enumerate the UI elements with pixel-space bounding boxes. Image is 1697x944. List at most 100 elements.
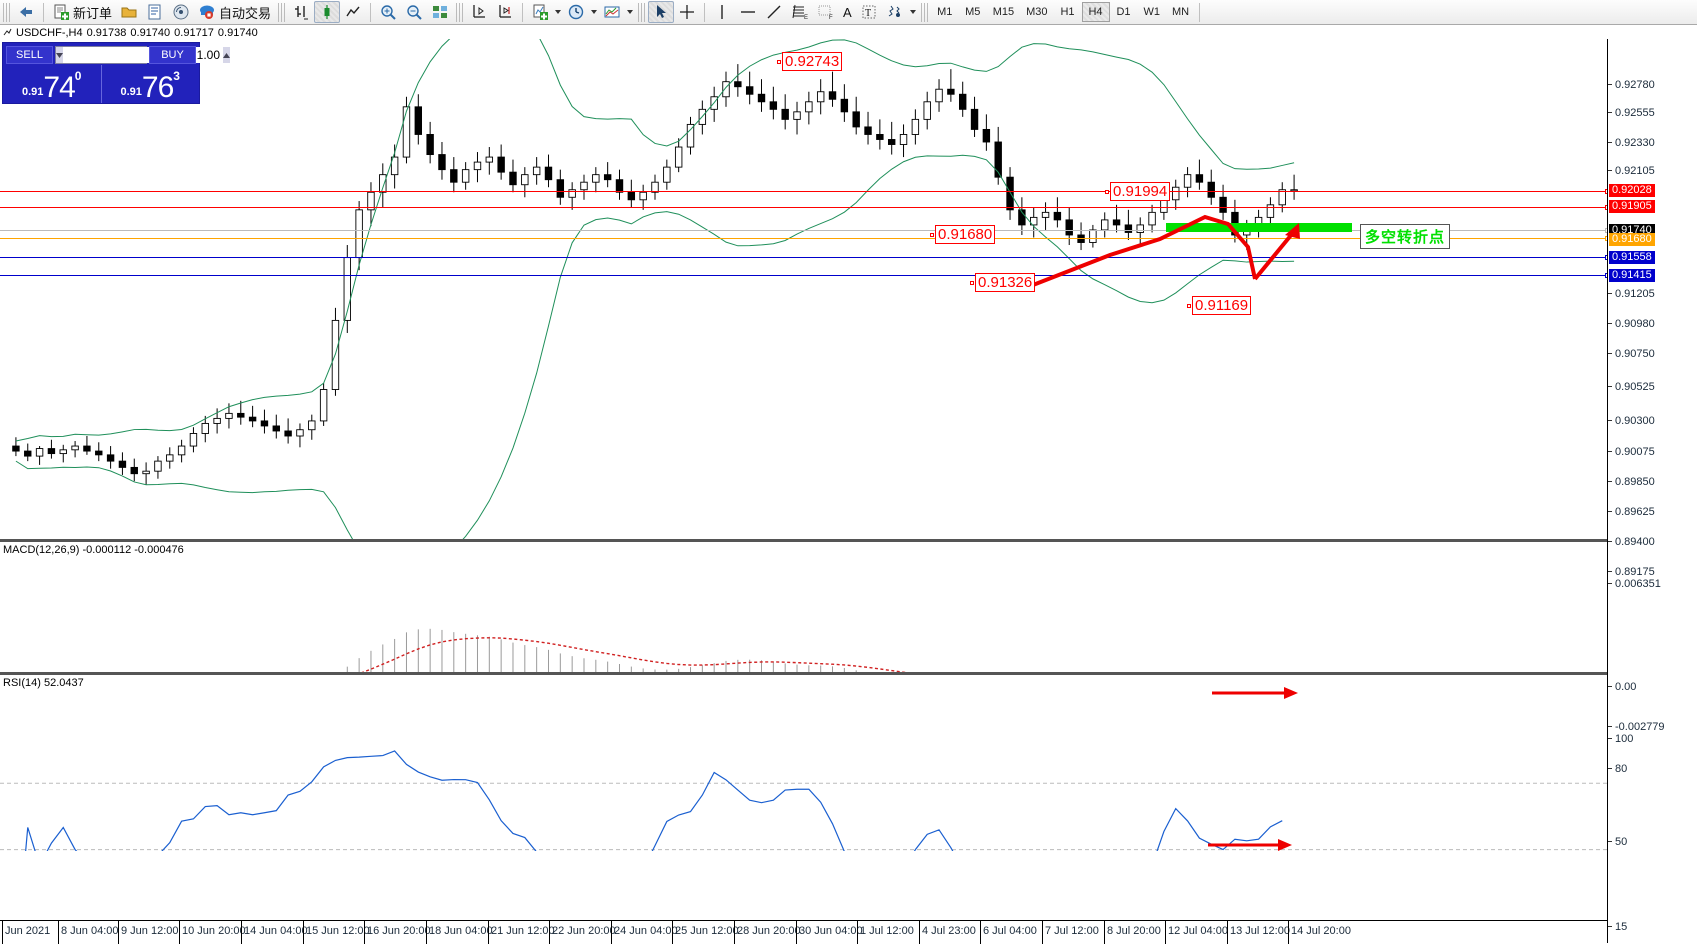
note-text-box[interactable]: 多空转折点 [1360, 224, 1451, 249]
hline-0-91905[interactable] [0, 205, 1610, 210]
toolbar-grip-5[interactable] [920, 2, 928, 22]
pane-divider-1[interactable] [0, 539, 1607, 542]
autotrading-button[interactable]: 自动交易 [194, 1, 275, 23]
toolbar-grip-4[interactable] [638, 2, 646, 22]
time-tick: 8 Jun 04:00 [61, 925, 119, 937]
equidistant-channel-icon[interactable]: F [813, 1, 839, 23]
annotation-0-91326[interactable]: 0.91326 [970, 273, 1036, 292]
toolbar-grip-3[interactable] [456, 2, 464, 22]
chart-shift-icon[interactable] [466, 1, 492, 23]
toolbar-grip[interactable] [3, 2, 10, 22]
buy-price-fraction: 3 [173, 69, 180, 83]
line-chart-icon[interactable] [340, 1, 366, 23]
candlestick-chart-icon[interactable] [314, 1, 341, 23]
fibonacci-icon[interactable]: E [787, 1, 813, 23]
macd-pane[interactable] [0, 542, 1607, 672]
vertical-line-icon[interactable] [709, 1, 735, 23]
time-grid-line [734, 921, 735, 944]
symbol-name: USDCHF-,H4 [16, 26, 83, 39]
timeframe-m1[interactable]: M1 [937, 6, 953, 18]
zoom-in-icon[interactable] [375, 1, 401, 23]
annotation-0-91169[interactable]: 0.91169 [1187, 296, 1252, 315]
trendline-icon[interactable] [761, 1, 787, 23]
pane-divider-2[interactable] [0, 672, 1607, 675]
anno-text: 0.91169 [1195, 297, 1249, 314]
hline-0-91558[interactable] [0, 255, 1610, 260]
axis-tick: 0.90075 [1608, 446, 1697, 458]
chevron-down-icon-4[interactable] [909, 10, 916, 14]
autotrading-label: 自动交易 [219, 5, 272, 21]
time-grid-line [672, 921, 673, 944]
time-axis[interactable]: Jun 2021 8 Jun 04:00 9 Jun 12:00 10 Jun 20:… [0, 920, 1607, 944]
anno-anchor [777, 59, 781, 64]
symbol-high: 0.91740 [130, 26, 171, 39]
timeframe-d1[interactable]: D1 [1116, 6, 1131, 18]
toolbar-separator [43, 2, 44, 22]
anno-text: 0.91994 [1113, 183, 1168, 200]
time-grid-line [364, 921, 365, 944]
symbol-low: 0.91717 [174, 26, 214, 39]
chevron-down-icon[interactable] [555, 10, 562, 14]
signals-icon[interactable] [168, 1, 194, 23]
one-click-trading-panel[interactable]: SELL BUY 0.91 74 0 0.91 76 3 [2, 42, 230, 104]
text-icon[interactable]: A [839, 1, 856, 23]
time-tick: 7 Jul 12:00 [1045, 925, 1099, 937]
crosshair-icon[interactable] [674, 1, 700, 23]
buy-price[interactable]: 0.91 76 3 [102, 65, 200, 103]
price-tag-0-92028[interactable]: 0.92028 [1609, 184, 1655, 197]
new-order-button[interactable]: 新订单 [48, 1, 116, 23]
hline-0-92028[interactable] [0, 189, 1610, 194]
timeframe-group: M1 M5 M15 M30 H1 H4 D1 W1 MN [931, 2, 1195, 22]
periods-clock-icon[interactable] [563, 1, 589, 23]
chart-container[interactable]: MACD(12,26,9) -0.000112 -0.000476 RSI(14… [0, 39, 1697, 944]
volume-input[interactable] [63, 47, 223, 63]
annotation-0-92743[interactable]: 0.92743 [777, 52, 843, 71]
annotation-0-91994[interactable]: 0.91994 [1105, 182, 1171, 201]
buy-button[interactable]: BUY [149, 46, 196, 64]
main-price-pane[interactable] [0, 39, 1607, 539]
timeframe-mn[interactable]: MN [1172, 6, 1190, 18]
chevron-down-icon-2[interactable] [591, 10, 598, 14]
auto-scroll-icon[interactable] [492, 1, 518, 23]
text-label-icon[interactable]: T [856, 1, 882, 23]
tile-windows-icon[interactable] [427, 1, 453, 23]
volume-decrement-button[interactable] [56, 47, 63, 63]
price-axis[interactable]: 0.92780 0.92555 0.92330 0.92105 0.91205 0.909… [1607, 39, 1697, 943]
zoom-out-icon[interactable] [401, 1, 427, 23]
timeframe-m30[interactable]: M30 [1026, 6, 1048, 18]
price-tag-0-91558[interactable]: 0.91558 [1609, 251, 1655, 264]
folder-icon[interactable] [116, 1, 142, 23]
annotation-0-91680[interactable]: 0.91680 [930, 225, 996, 244]
chevron-down-icon-3[interactable] [627, 10, 634, 14]
hline-0-91415[interactable] [0, 273, 1610, 278]
price-tag-0-91905[interactable]: 0.91905 [1609, 200, 1655, 213]
time-grid-line [1288, 921, 1289, 944]
timeframe-w1[interactable]: W1 [1143, 6, 1161, 18]
price-tag-0-91680[interactable]: 0.91680 [1609, 233, 1655, 246]
time-grid-line [179, 921, 180, 944]
axis-tick: 80 [1608, 763, 1697, 775]
axis-tick: 0.92780 [1608, 79, 1697, 91]
timeframe-m5[interactable]: M5 [965, 6, 981, 18]
timeframe-h4[interactable]: H4 [1081, 2, 1110, 22]
rsi-pane[interactable] [0, 675, 1607, 851]
toolbar-grip-2[interactable] [278, 2, 286, 22]
sell-button[interactable]: SELL [6, 46, 53, 64]
svg-text:E: E [804, 15, 808, 21]
metaeditor-icon[interactable] [142, 1, 168, 23]
cursor-arrow-left-icon[interactable] [13, 1, 39, 23]
cursor-icon[interactable] [648, 1, 675, 23]
horizontal-line-icon[interactable] [735, 1, 761, 23]
time-tick: 13 Jul 12:00 [1230, 925, 1290, 937]
symbol-open: 0.91738 [86, 26, 127, 39]
volume-increment-button[interactable] [223, 47, 230, 63]
volume-stepper[interactable] [55, 46, 230, 64]
price-tag-0-91415[interactable]: 0.91415 [1609, 269, 1655, 282]
timeframe-m15[interactable]: M15 [992, 6, 1015, 18]
add-indicator-icon[interactable] [527, 1, 553, 23]
templates-icon[interactable] [599, 1, 625, 23]
sell-price[interactable]: 0.91 74 0 [3, 65, 101, 103]
bar-chart-icon[interactable] [288, 1, 314, 23]
shapes-icon[interactable] [882, 1, 908, 23]
timeframe-h1[interactable]: H1 [1060, 6, 1075, 18]
